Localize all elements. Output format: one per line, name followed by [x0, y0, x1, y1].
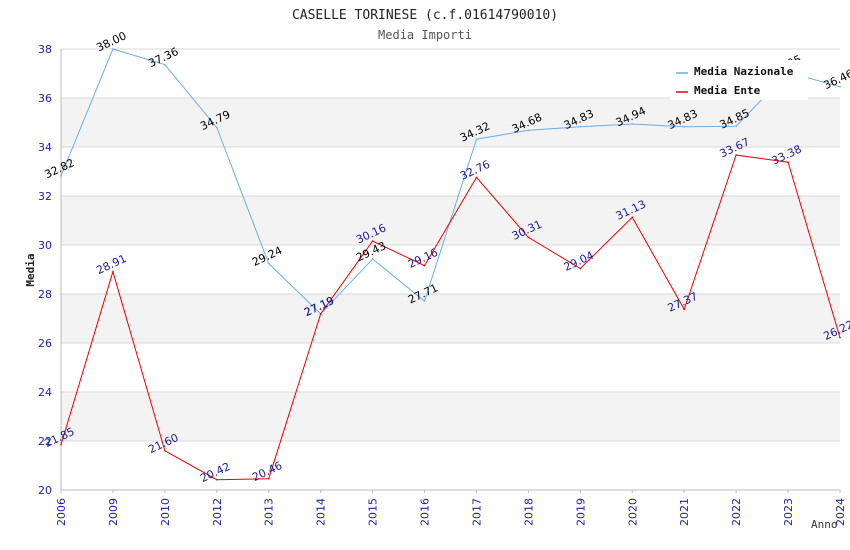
data-point — [60, 443, 62, 446]
x-tick-label: 2019 — [574, 498, 587, 526]
data-point — [631, 216, 634, 219]
data-point — [423, 300, 426, 302]
y-axis-ticks: 20 22 24 26 28 30 32 34 36 38 — [38, 43, 52, 497]
x-tick-label: 2013 — [263, 498, 276, 526]
data-label: 29.24 — [250, 244, 284, 269]
x-axis-label: Anno — [811, 518, 838, 531]
data-label: 29.04 — [562, 249, 596, 274]
series-lines — [60, 48, 841, 481]
y-tick-label: 20 — [38, 484, 52, 497]
legend-label-media-ente: Media Ente — [694, 84, 761, 97]
y-tick-label: 32 — [38, 190, 52, 203]
data-point — [164, 63, 166, 66]
grid-band — [61, 98, 840, 147]
x-axis-ticks: 2006 2009 2010 2012 2013 2014 2015 2016 2017 2018… — [55, 490, 847, 526]
data-point — [579, 267, 582, 270]
y-axis-label: Media — [24, 253, 37, 286]
grid-band — [61, 294, 840, 343]
data-point — [839, 336, 841, 339]
grid-bands — [61, 98, 840, 441]
x-tick-label: 2022 — [730, 498, 743, 526]
x-tick-label: 2016 — [419, 498, 432, 526]
y-tick-label: 38 — [38, 43, 52, 56]
data-label: 38.00 — [94, 29, 128, 54]
data-point — [371, 258, 374, 260]
data-point — [60, 175, 62, 177]
chart-subtitle: Media Importi — [378, 28, 472, 42]
chart-axes — [60, 49, 840, 491]
data-point — [423, 264, 426, 267]
x-tick-label: 2015 — [367, 498, 380, 526]
data-point — [579, 125, 582, 128]
data-point — [683, 125, 685, 128]
x-tick-label: 2018 — [522, 498, 535, 526]
y-tick-label: 28 — [38, 288, 52, 301]
data-point — [683, 308, 685, 311]
data-point — [267, 477, 270, 480]
x-tick-label: 2021 — [678, 498, 691, 526]
x-tick-label: 2023 — [782, 498, 795, 526]
data-point — [839, 85, 841, 88]
data-label: 21.85 — [42, 425, 76, 450]
data-point — [267, 262, 270, 265]
data-point — [112, 270, 114, 273]
x-tick-label: 2020 — [626, 498, 639, 526]
data-point — [164, 450, 166, 452]
data-point — [527, 129, 530, 132]
legend-background — [670, 60, 808, 100]
data-point — [475, 138, 478, 140]
data-label: 20.46 — [250, 459, 284, 484]
data-label: 36.46 — [821, 67, 850, 92]
data-point — [112, 48, 114, 50]
grid-band — [61, 392, 840, 441]
x-tick-label: 2012 — [211, 498, 224, 526]
x-tick-label: 2006 — [55, 498, 68, 526]
y-tick-label: 22 — [38, 435, 52, 448]
data-point — [787, 161, 789, 163]
x-tick-label: 2024 — [834, 498, 847, 526]
x-tick-label: 2009 — [107, 498, 120, 526]
data-point — [216, 126, 218, 129]
data-point — [371, 240, 374, 242]
series-line-media-ente — [60, 154, 841, 481]
y-tick-label: 24 — [38, 386, 52, 399]
chart-title: CASELLE TORINESE (c.f.01614790010) — [292, 8, 558, 23]
data-label: 32.82 — [42, 156, 76, 181]
y-tick-label: 34 — [38, 141, 52, 154]
legend: Media Nazionale Media Ente — [670, 60, 808, 100]
y-tick-label: 30 — [38, 239, 52, 252]
data-label: 28.91 — [94, 252, 128, 277]
y-tick-label: 36 — [38, 92, 52, 105]
data-point — [475, 176, 478, 179]
data-point — [216, 478, 218, 481]
y-tick-label: 26 — [38, 337, 52, 350]
legend-label-media-nazionale: Media Nazionale — [694, 65, 794, 78]
data-point — [527, 236, 530, 239]
x-tick-label: 2014 — [315, 498, 328, 526]
data-point — [735, 125, 737, 127]
data-point — [631, 123, 634, 125]
x-tick-label: 2017 — [470, 498, 483, 526]
data-point — [319, 313, 322, 315]
data-point — [735, 154, 737, 156]
series-line-media-nazionale — [60, 48, 841, 315]
data-label: 20.42 — [198, 460, 232, 485]
x-tick-label: 2010 — [159, 498, 172, 526]
